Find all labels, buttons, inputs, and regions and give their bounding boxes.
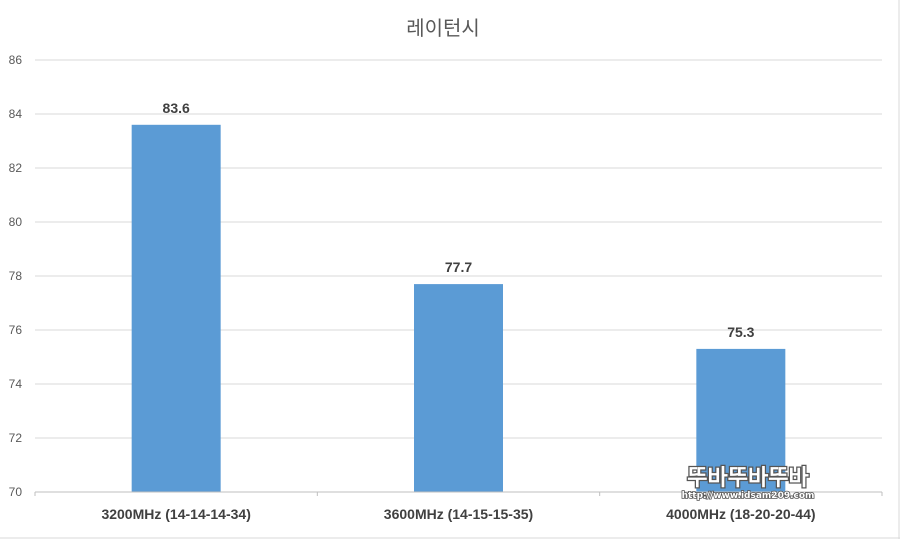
x-axis: 3200MHz (14-14-14-34) 3600MHz (14-15-15-3… [34, 491, 883, 522]
bar-2 [414, 284, 503, 492]
x-category-label-1: 3200MHz (14-14-14-34) [101, 506, 250, 522]
y-tick-label: 76 [9, 323, 23, 337]
data-label-1: 83.6 [163, 100, 190, 116]
x-category-label-3: 4000MHz (18-20-20-44) [666, 506, 815, 522]
y-tick-label: 80 [9, 215, 23, 229]
bar-3 [696, 348, 786, 492]
data-label-2: 77.7 [445, 259, 472, 275]
y-tick-label: 70 [9, 485, 23, 499]
data-labels: 83.6 77.7 75.3 [163, 100, 755, 340]
bar-1 [131, 124, 221, 493]
y-tick-label: 82 [9, 161, 23, 175]
watermark-url: http://www.idsam209.com [682, 491, 815, 501]
chart-title: 레이턴시 [406, 16, 480, 40]
y-axis-tick-labels: 70 72 74 76 78 80 82 84 86 [9, 53, 23, 499]
y-tick-label: 74 [9, 377, 23, 391]
y-tick-label: 86 [9, 53, 23, 67]
y-tick-label: 72 [9, 431, 23, 445]
y-tick-label: 84 [9, 107, 23, 121]
y-tick-label: 78 [9, 269, 23, 283]
watermark-logo-text: 뚜바뚜바뚜바 [687, 466, 809, 491]
watermark-logo: 뚜바뚜바뚜바 http://www.idsam209.com [681, 465, 815, 502]
x-category-label-2: 3600MHz (14-15-15-35) [384, 506, 533, 522]
bars [131, 124, 786, 493]
data-label-3: 75.3 [727, 324, 754, 340]
